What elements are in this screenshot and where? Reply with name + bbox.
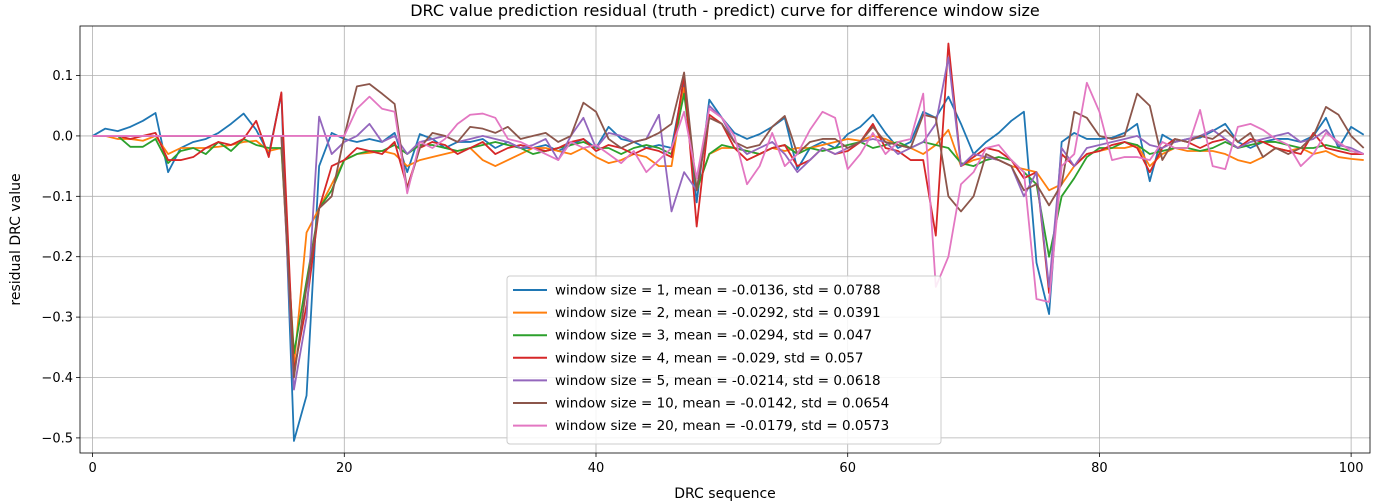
legend-label: window size = 1, mean = -0.0136, std = 0… <box>555 283 881 299</box>
x-tick-label: 0 <box>88 461 96 476</box>
y-tick-label: −0.4 <box>41 371 73 386</box>
x-axis-label: DRC sequence <box>674 486 776 502</box>
y-axis-label: residual DRC value <box>8 173 24 305</box>
legend-label: window size = 20, mean = -0.0179, std = … <box>555 418 889 434</box>
x-tick-label: 40 <box>588 461 605 476</box>
chart-title: DRC value prediction residual (truth - p… <box>410 1 1040 20</box>
legend-label: window size = 5, mean = -0.0214, std = 0… <box>555 373 881 389</box>
series-line-4 <box>92 42 1364 373</box>
legend-label: window size = 2, mean = -0.0292, std = 0… <box>555 305 881 321</box>
legend: window size = 1, mean = -0.0136, std = 0… <box>506 275 942 445</box>
series-line-6 <box>92 71 1365 379</box>
y-tick-label: −0.3 <box>41 311 73 326</box>
y-tick-label: −0.1 <box>41 190 73 205</box>
legend-label: window size = 4, mean = -0.029, std = 0.… <box>555 350 863 366</box>
legend-box <box>506 275 942 445</box>
x-tick-label: 60 <box>839 461 856 476</box>
x-tick-label: 100 <box>1339 461 1364 476</box>
legend-label: window size = 3, mean = -0.0294, std = 0… <box>555 328 872 344</box>
series-line-2 <box>92 86 1364 367</box>
series-line-5 <box>92 56 1365 391</box>
x-tick-label: 20 <box>336 461 353 476</box>
series-line-3 <box>92 92 1364 355</box>
plot-lines <box>92 42 1365 442</box>
y-tick-label: −0.2 <box>41 250 73 265</box>
y-tick-label: −0.5 <box>41 431 73 446</box>
x-tick-label: 80 <box>1091 461 1108 476</box>
y-tick-label: 0.0 <box>52 129 73 144</box>
legend-label: window size = 10, mean = -0.0142, std = … <box>555 396 889 412</box>
series-line-7 <box>92 81 1364 303</box>
axis-ticks: 0 20 40 60 80 100 0.1 0.0 −0.1 −0.2 −0.3 −0.4 −0.5 <box>41 69 1363 476</box>
y-tick-label: 0.1 <box>52 69 73 84</box>
plot-frame <box>79 25 1371 454</box>
